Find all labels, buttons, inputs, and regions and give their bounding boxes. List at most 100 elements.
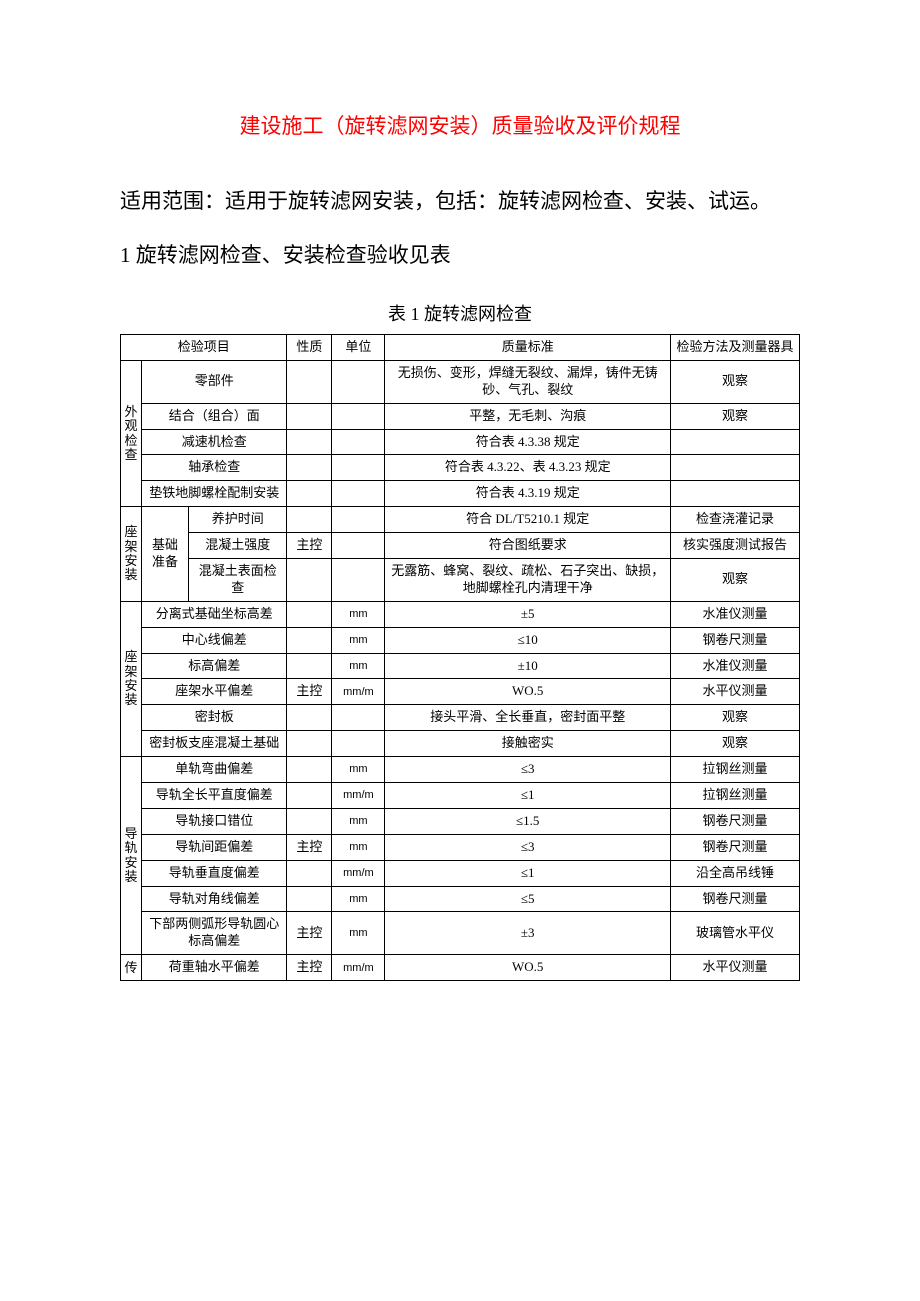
cell-nature bbox=[287, 705, 332, 731]
table-row: 外观检查 零部件 无损伤、变形，焊缝无裂纹、漏焊，铸件无铸砂、气孔、裂纹 观察 bbox=[121, 360, 800, 403]
cell-standard: ≤5 bbox=[385, 886, 671, 912]
cell-item: 荷重轴水平偏差 bbox=[142, 955, 287, 981]
table-row: 中心线偏差 mm ≤10 钢卷尺测量 bbox=[121, 627, 800, 653]
cell-standard: 无损伤、变形，焊缝无裂纹、漏焊，铸件无铸砂、气孔、裂纹 bbox=[385, 360, 671, 403]
cell-item: 导轨全长平直度偏差 bbox=[142, 783, 287, 809]
cell-nature bbox=[287, 481, 332, 507]
cell-method: 钢卷尺测量 bbox=[671, 808, 800, 834]
cell-nature bbox=[287, 429, 332, 455]
cell-nature: 主控 bbox=[287, 533, 332, 559]
cell-method: 观察 bbox=[671, 559, 800, 602]
cell-nature bbox=[287, 360, 332, 403]
cell-nature bbox=[287, 559, 332, 602]
cell-item: 中心线偏差 bbox=[142, 627, 287, 653]
cell-method: 钢卷尺测量 bbox=[671, 886, 800, 912]
cell-method: 玻璃管水平仪 bbox=[671, 912, 800, 955]
cell-unit bbox=[332, 705, 385, 731]
cell-nature bbox=[287, 601, 332, 627]
table-row: 导轨安装 单轨弯曲偏差 mm ≤3 拉钢丝测量 bbox=[121, 757, 800, 783]
cell-method: 核实强度测试报告 bbox=[671, 533, 800, 559]
cell-unit bbox=[332, 481, 385, 507]
cell-item: 导轨对角线偏差 bbox=[142, 886, 287, 912]
cell-nature bbox=[287, 403, 332, 429]
cell-item: 标高偏差 bbox=[142, 653, 287, 679]
cell-method: 拉钢丝测量 bbox=[671, 783, 800, 809]
cell-unit bbox=[332, 507, 385, 533]
cell-item: 导轨垂直度偏差 bbox=[142, 860, 287, 886]
cell-item: 密封板 bbox=[142, 705, 287, 731]
cell-standard: 符合表 4.3.22、表 4.3.23 规定 bbox=[385, 455, 671, 481]
cell-item: 导轨接口错位 bbox=[142, 808, 287, 834]
cell-nature bbox=[287, 455, 332, 481]
cell-method: 拉钢丝测量 bbox=[671, 757, 800, 783]
cell-unit: mm bbox=[332, 601, 385, 627]
cell-unit bbox=[332, 403, 385, 429]
cell-unit bbox=[332, 455, 385, 481]
cell-method: 钢卷尺测量 bbox=[671, 834, 800, 860]
cell-standard: ≤1 bbox=[385, 783, 671, 809]
table-row: 减速机检查 符合表 4.3.38 规定 bbox=[121, 429, 800, 455]
cell-method: 观察 bbox=[671, 360, 800, 403]
cell-unit: mm bbox=[332, 627, 385, 653]
table-1-caption: 表 1 旋转滤网检查 bbox=[120, 300, 800, 326]
group-label: 传 bbox=[121, 955, 142, 981]
cell-nature bbox=[287, 757, 332, 783]
cell-method: 水准仪测量 bbox=[671, 601, 800, 627]
header-item: 检验项目 bbox=[121, 335, 287, 361]
cell-nature bbox=[287, 783, 332, 809]
cell-item: 轴承检查 bbox=[142, 455, 287, 481]
cell-unit: mm bbox=[332, 757, 385, 783]
cell-nature bbox=[287, 886, 332, 912]
section-1-heading: 1 旋转滤网检查、安装检查验收见表 bbox=[120, 234, 800, 276]
cell-unit bbox=[332, 731, 385, 757]
cell-standard: 符合表 4.3.38 规定 bbox=[385, 429, 671, 455]
cell-method: 观察 bbox=[671, 705, 800, 731]
cell-standard: 符合 DL/T5210.1 规定 bbox=[385, 507, 671, 533]
header-method: 检验方法及测量器具 bbox=[671, 335, 800, 361]
cell-nature bbox=[287, 860, 332, 886]
document-title: 建设施工（旋转滤网安装）质量验收及评价规程 bbox=[120, 110, 800, 140]
table-row: 密封板支座混凝土基础 接触密实 观察 bbox=[121, 731, 800, 757]
scope-paragraph: 适用范围：适用于旋转滤网安装，包括：旋转滤网检查、安装、试运。 bbox=[120, 180, 800, 222]
cell-unit: mm bbox=[332, 834, 385, 860]
document-page: 建设施工（旋转滤网安装）质量验收及评价规程 适用范围：适用于旋转滤网安装，包括：… bbox=[0, 0, 920, 1021]
cell-item: 密封板支座混凝土基础 bbox=[142, 731, 287, 757]
cell-item: 混凝土表面检查 bbox=[189, 559, 287, 602]
header-standard: 质量标准 bbox=[385, 335, 671, 361]
table-row: 导轨对角线偏差 mm ≤5 钢卷尺测量 bbox=[121, 886, 800, 912]
cell-item: 分离式基础坐标高差 bbox=[142, 601, 287, 627]
table-row: 座架水平偏差 主控 mm/m WO.5 水平仪测量 bbox=[121, 679, 800, 705]
table-row: 导轨全长平直度偏差 mm/m ≤1 拉钢丝测量 bbox=[121, 783, 800, 809]
cell-unit bbox=[332, 533, 385, 559]
table-row: 轴承检查 符合表 4.3.22、表 4.3.23 规定 bbox=[121, 455, 800, 481]
cell-method: 观察 bbox=[671, 731, 800, 757]
table-row: 导轨接口错位 mm ≤1.5 钢卷尺测量 bbox=[121, 808, 800, 834]
cell-unit bbox=[332, 360, 385, 403]
cell-unit: mm/m bbox=[332, 679, 385, 705]
cell-standard: 接头平滑、全长垂直，密封面平整 bbox=[385, 705, 671, 731]
cell-item: 养护时间 bbox=[189, 507, 287, 533]
cell-method: 沿全高吊线锤 bbox=[671, 860, 800, 886]
cell-standard: 接触密实 bbox=[385, 731, 671, 757]
cell-unit bbox=[332, 559, 385, 602]
table-row: 混凝土表面检查 无露筋、蜂窝、裂纹、疏松、石子突出、缺损，地脚螺栓孔内清理干净 … bbox=[121, 559, 800, 602]
cell-standard: ≤1 bbox=[385, 860, 671, 886]
table-row: 垫铁地脚螺栓配制安装 符合表 4.3.19 规定 bbox=[121, 481, 800, 507]
subgroup-label: 基础准备 bbox=[142, 507, 189, 602]
cell-item: 结合（组合）面 bbox=[142, 403, 287, 429]
table-row: 下部两侧弧形导轨圆心标高偏差 主控 mm ±3 玻璃管水平仪 bbox=[121, 912, 800, 955]
cell-method: 水准仪测量 bbox=[671, 653, 800, 679]
cell-nature bbox=[287, 507, 332, 533]
cell-unit: mm/m bbox=[332, 860, 385, 886]
table-row: 标高偏差 mm ±10 水准仪测量 bbox=[121, 653, 800, 679]
cell-method: 观察 bbox=[671, 403, 800, 429]
cell-standard: 无露筋、蜂窝、裂纹、疏松、石子突出、缺损，地脚螺栓孔内清理干净 bbox=[385, 559, 671, 602]
table-row: 导轨垂直度偏差 mm/m ≤1 沿全高吊线锤 bbox=[121, 860, 800, 886]
cell-method: 水平仪测量 bbox=[671, 679, 800, 705]
table-row: 传 荷重轴水平偏差 主控 mm/m WO.5 水平仪测量 bbox=[121, 955, 800, 981]
table-row: 密封板 接头平滑、全长垂直，密封面平整 观察 bbox=[121, 705, 800, 731]
cell-standard: WO.5 bbox=[385, 679, 671, 705]
cell-item: 座架水平偏差 bbox=[142, 679, 287, 705]
inspection-table: 检验项目 性质 单位 质量标准 检验方法及测量器具 外观检查 零部件 无损伤、变… bbox=[120, 334, 800, 981]
table-row: 座架安装 基础准备 养护时间 符合 DL/T5210.1 规定 检查浇灌记录 bbox=[121, 507, 800, 533]
